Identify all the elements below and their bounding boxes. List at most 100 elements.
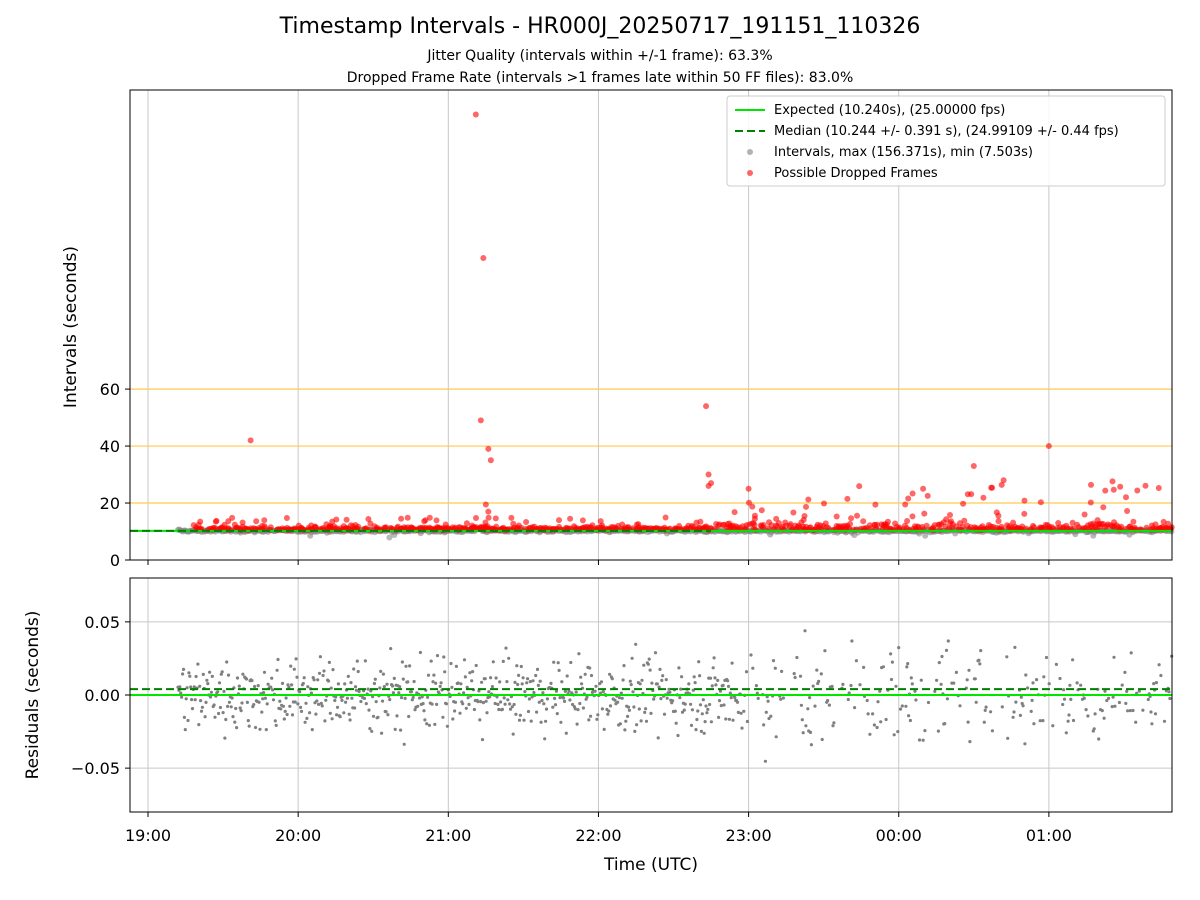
residual-point bbox=[907, 714, 911, 718]
chart-title: Timestamp Intervals - HR000J_20250717_19… bbox=[279, 14, 921, 39]
residual-point bbox=[1021, 704, 1025, 708]
legend-entry: Expected (10.240s), (25.00000 fps) bbox=[774, 103, 1005, 118]
residual-point bbox=[933, 689, 937, 694]
residual-point bbox=[252, 703, 256, 707]
residual-point bbox=[521, 676, 525, 680]
residual-point bbox=[219, 672, 223, 676]
dropped-frame-point bbox=[713, 521, 720, 527]
residual-point bbox=[278, 699, 282, 703]
residual-point bbox=[564, 731, 568, 735]
residual-point bbox=[523, 690, 527, 694]
dropped-frame-point bbox=[746, 499, 752, 506]
dropped-frame-point bbox=[920, 485, 927, 492]
residual-point bbox=[619, 691, 623, 695]
residual-point bbox=[649, 711, 653, 716]
residual-point bbox=[390, 684, 395, 688]
residual-point bbox=[370, 729, 374, 733]
residual-point bbox=[507, 656, 511, 660]
residual-point bbox=[269, 685, 273, 689]
residual-point bbox=[697, 660, 701, 664]
residual-point bbox=[367, 708, 371, 712]
residual-point bbox=[450, 685, 454, 690]
residual-point bbox=[435, 654, 440, 658]
residual-point bbox=[635, 723, 639, 727]
residual-point bbox=[841, 682, 845, 687]
residual-point bbox=[338, 715, 342, 719]
residual-point bbox=[285, 712, 289, 717]
residual-point bbox=[655, 682, 659, 686]
residual-point bbox=[937, 661, 941, 665]
residual-point bbox=[1120, 683, 1124, 687]
residual-point bbox=[865, 698, 869, 703]
residual-point bbox=[599, 691, 603, 695]
residual-point bbox=[520, 682, 524, 686]
dropped-frame-point bbox=[442, 521, 449, 528]
residual-point bbox=[380, 731, 384, 735]
residual-point bbox=[1126, 709, 1130, 713]
residual-point bbox=[658, 667, 662, 672]
residual-point bbox=[296, 702, 300, 706]
residual-point bbox=[979, 649, 983, 653]
dropped-frame-point bbox=[833, 513, 840, 520]
residual-point bbox=[699, 729, 704, 734]
residual-point bbox=[182, 715, 186, 720]
dropped-frame-point bbox=[567, 515, 574, 522]
residual-point bbox=[620, 696, 624, 700]
dropped-frame-point bbox=[529, 524, 536, 531]
residual-point bbox=[781, 696, 786, 700]
dropped-frame-point bbox=[970, 463, 977, 469]
residual-point bbox=[978, 662, 982, 666]
residual-point bbox=[353, 706, 357, 710]
residual-point bbox=[323, 719, 327, 723]
residual-point bbox=[514, 712, 518, 716]
residual-point bbox=[896, 730, 900, 734]
residual-point bbox=[894, 684, 898, 688]
residual-point bbox=[408, 664, 412, 668]
residual-point bbox=[729, 696, 733, 700]
residual-point bbox=[735, 700, 740, 704]
residual-point bbox=[576, 708, 580, 712]
residual-point bbox=[513, 680, 517, 685]
residual-point bbox=[1107, 696, 1111, 700]
residual-point bbox=[703, 720, 707, 724]
dropped-frame-point bbox=[1110, 486, 1117, 493]
residual-point bbox=[831, 724, 835, 728]
dropped-frame-point bbox=[619, 521, 626, 528]
dropped-frame-point bbox=[639, 524, 646, 531]
residual-point bbox=[527, 697, 532, 701]
dropped-frame-point bbox=[492, 515, 499, 522]
residual-point bbox=[742, 709, 746, 713]
jitter-quality-subtitle: Jitter Quality (intervals within +/-1 fr… bbox=[427, 48, 773, 64]
residual-point bbox=[1110, 705, 1114, 709]
residual-point bbox=[659, 697, 663, 701]
residual-point bbox=[1117, 700, 1121, 705]
residual-point bbox=[217, 681, 222, 685]
residual-point bbox=[638, 682, 642, 686]
residual-point bbox=[940, 654, 944, 659]
residual-point bbox=[1061, 702, 1065, 707]
residual-point bbox=[702, 731, 706, 735]
residual-point bbox=[727, 717, 732, 721]
intervals-axis-label: Intervals (seconds) bbox=[61, 246, 81, 408]
dropped-frame-point bbox=[308, 522, 315, 529]
residual-point bbox=[373, 677, 377, 681]
residual-point bbox=[593, 689, 597, 693]
residual-point bbox=[637, 707, 641, 711]
residual-point bbox=[745, 719, 750, 724]
residual-point bbox=[819, 672, 823, 676]
residual-point bbox=[661, 674, 665, 678]
residual-point bbox=[392, 676, 396, 681]
residual-point bbox=[474, 663, 478, 668]
residual-point bbox=[1031, 681, 1035, 685]
residual-point bbox=[618, 722, 623, 726]
residual-point bbox=[718, 689, 723, 693]
residual-point bbox=[517, 718, 522, 722]
residual-point bbox=[595, 717, 599, 721]
residual-point bbox=[371, 714, 376, 718]
residual-point bbox=[898, 707, 903, 711]
residual-point bbox=[510, 705, 514, 709]
residual-point bbox=[382, 685, 386, 689]
dropped-frame-point bbox=[959, 523, 966, 530]
residual-point bbox=[808, 730, 813, 735]
residual-point bbox=[900, 704, 904, 708]
